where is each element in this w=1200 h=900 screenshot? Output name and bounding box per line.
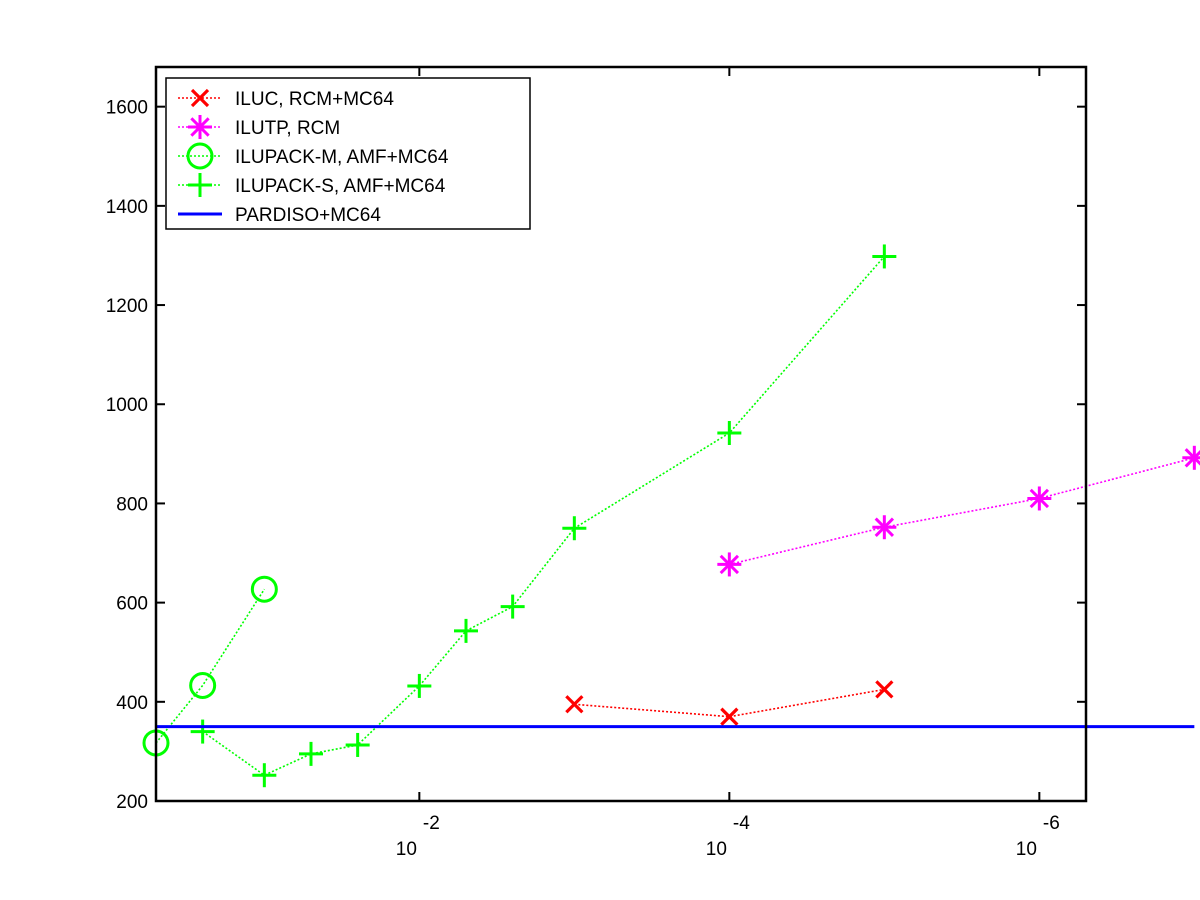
y-tick-label-1000: 1000 <box>106 395 148 416</box>
legend-label-iluc-rcm-mc64: ILUC, RCM+MC64 <box>235 89 394 110</box>
y-tick-label-1200: 1200 <box>106 296 148 317</box>
ilutp-rcm-point-0 <box>717 552 742 577</box>
x-tick-label-base: 10 <box>396 839 417 860</box>
legend-label-ilupack-m-amf-mc64: ILUPACK-M, AMF+MC64 <box>235 147 449 168</box>
ilupack-m-amf-mc64-point-2 <box>250 575 278 603</box>
y-tick-label-800: 800 <box>116 494 148 515</box>
ilupack-s-amf-mc64-point-5 <box>454 618 478 643</box>
series-iluc-rcm-mc64 <box>565 680 894 726</box>
iluc-rcm-mc64-point-1 <box>720 707 739 726</box>
legend-label-pardiso-mc64: PARDISO+MC64 <box>235 205 381 226</box>
x-tick-label-exponent: -6 <box>1043 813 1060 834</box>
x-tick-label-base: 10 <box>1016 839 1037 860</box>
iluc-rcm-mc64-point-2 <box>875 680 894 699</box>
ilutp-rcm-line <box>729 457 1195 566</box>
y-tick-label-600: 600 <box>116 594 148 615</box>
series-layer <box>142 244 1200 788</box>
x-tick-label-base: 10 <box>706 839 727 860</box>
ilutp-rcm-point-1 <box>872 515 897 540</box>
ilupack-m-amf-mc64-line <box>155 588 266 744</box>
ilupack-s-amf-mc64-point-9 <box>872 244 897 269</box>
ilupack-s-amf-mc64-line <box>202 255 885 777</box>
y-tick-label-1600: 1600 <box>106 98 148 119</box>
legend-marker-ilutp-rcm <box>188 115 212 139</box>
legend-marker-ilupack-m-amf-mc64 <box>186 142 214 170</box>
ilupack-s-amf-mc64-point-4 <box>407 673 432 698</box>
x-tick-label-exponent: -2 <box>423 813 440 834</box>
legend: ILUC, RCM+MC64 ILUTP, RCM ILUPACK-M, AMF+M… <box>165 77 531 230</box>
x-tick-label-exponent: -4 <box>733 813 750 834</box>
ilupack-s-amf-mc64-point-6 <box>500 594 525 619</box>
legend-marker-ilupack-s-amf-mc64 <box>188 173 212 197</box>
y-tick-label-200: 200 <box>116 792 148 813</box>
ilupack-s-amf-mc64-point-7 <box>562 516 587 541</box>
ilupack-m-amf-mc64-point-1 <box>189 671 217 699</box>
ilupack-s-amf-mc64-point-8 <box>717 421 742 446</box>
legend-label-ilutp-rcm: ILUTP, RCM <box>235 118 340 139</box>
legend-box <box>165 77 531 230</box>
axes: 200 400 600 800 1000 1200 1400 1600 10 -2 10 -4 10 -6 <box>106 65 1088 860</box>
ilutp-rcm-point-2 <box>1027 486 1052 511</box>
series-ilupack-s-amf-mc64 <box>190 244 897 788</box>
y-tick-label-400: 400 <box>116 693 148 714</box>
ilutp-rcm-point-3 <box>1182 445 1200 470</box>
series-ilutp-rcm <box>717 445 1200 577</box>
iluc-rcm-mc64-point-0 <box>565 695 584 714</box>
ilupack-s-amf-mc64-point-1 <box>252 763 277 788</box>
iluc-rcm-mc64-line <box>574 688 885 718</box>
y-tick-label-1400: 1400 <box>106 197 148 218</box>
legend-marker-iluc-rcm-mc64 <box>190 88 210 108</box>
ilupack-s-amf-mc64-point-3 <box>345 732 370 757</box>
ilupack-s-amf-mc64-point-2 <box>299 741 323 766</box>
ilupack-s-amf-mc64-point-0 <box>190 719 215 744</box>
axes-box <box>154 65 1088 803</box>
legend-label-ilupack-s-amf-mc64: ILUPACK-S, AMF+MC64 <box>235 176 446 197</box>
